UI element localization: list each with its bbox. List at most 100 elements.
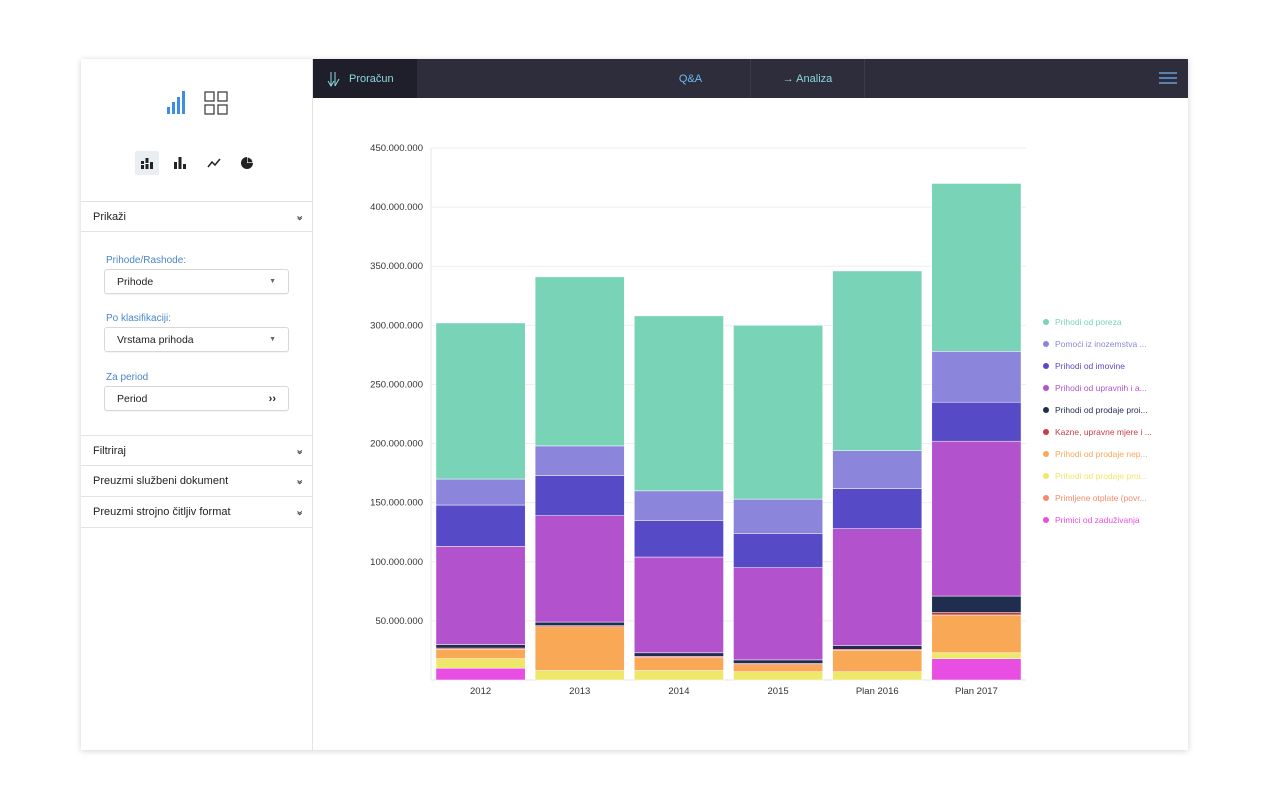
bar-segment bbox=[534, 670, 625, 681]
section-download-official[interactable]: Preuzmi službeni dokument ›› bbox=[81, 465, 313, 496]
hamburger-icon[interactable] bbox=[1158, 71, 1178, 85]
type-select-value: Prihode bbox=[117, 275, 154, 288]
class-label: Po klasifikaciji: bbox=[106, 313, 172, 324]
tab-analysis[interactable]: → Analiza bbox=[750, 59, 865, 98]
legend-marker bbox=[1043, 319, 1049, 325]
y-tick-label: 450.000.000 bbox=[370, 143, 423, 154]
pie-icon[interactable] bbox=[235, 151, 259, 175]
bar-segment bbox=[931, 614, 1022, 654]
class-select[interactable]: Vrstama prihoda ▼ bbox=[104, 327, 289, 352]
bar-segment bbox=[634, 556, 724, 654]
bar-segment bbox=[435, 649, 526, 659]
bar-segment bbox=[634, 657, 724, 671]
caret-down-icon: ▼ bbox=[269, 336, 276, 343]
section-download-machine[interactable]: Preuzmi strojno čitljiv format ›› bbox=[81, 496, 313, 528]
bar-segment bbox=[733, 533, 823, 568]
legend-label: Prihodi od imovine bbox=[1055, 361, 1125, 371]
bar-segment bbox=[832, 671, 923, 681]
legend-marker bbox=[1043, 363, 1049, 369]
bar-segment bbox=[534, 445, 625, 476]
bar-segment bbox=[534, 621, 625, 626]
bar-segment bbox=[733, 325, 823, 500]
view-switch bbox=[81, 89, 313, 115]
legend-label: Prihodi od prodaje proi... bbox=[1055, 471, 1148, 481]
app-window: Prikaži ›› Prihode/Rashode: Prihode ▼ Po … bbox=[81, 59, 1188, 750]
legend-marker bbox=[1043, 451, 1049, 457]
y-tick-label: 50.000.000 bbox=[375, 616, 423, 627]
bar-segment bbox=[634, 490, 724, 521]
x-tick-label: 2012 bbox=[470, 686, 491, 697]
chevron-down-icon: ›› bbox=[293, 479, 306, 483]
bar-segment bbox=[733, 664, 823, 672]
y-tick-label: 350.000.000 bbox=[370, 261, 423, 272]
bar-segment bbox=[931, 612, 1022, 616]
bar-segment bbox=[832, 450, 923, 489]
brand-link[interactable]: Proračun bbox=[313, 59, 417, 98]
grid-icon[interactable] bbox=[204, 91, 228, 115]
bar-segment bbox=[832, 528, 923, 646]
bar-segment bbox=[733, 659, 823, 664]
section-show-label: Prikaži bbox=[93, 211, 127, 223]
bar-segment bbox=[832, 270, 923, 451]
bar-segment bbox=[435, 478, 526, 506]
period-button-value: Period bbox=[117, 392, 148, 405]
chart-area: 50.000.000 100.000.000 150.000.000 200.000.… bbox=[313, 98, 1188, 750]
brand-label: Proračun bbox=[349, 72, 394, 85]
legend-marker bbox=[1043, 407, 1049, 413]
section-download-machine-label: Preuzmi strojno čitljiv format bbox=[93, 506, 231, 518]
legend-marker bbox=[1043, 341, 1049, 347]
bar-segment bbox=[931, 183, 1022, 352]
sidebar: Prikaži ›› Prihode/Rashode: Prihode ▼ Po … bbox=[81, 59, 313, 750]
bar-segment bbox=[931, 652, 1022, 659]
legend-label: Prihodi od prodaje nep... bbox=[1055, 449, 1148, 459]
bar-segment bbox=[634, 520, 724, 558]
chevron-down-icon: ›› bbox=[293, 510, 306, 514]
bar-segment bbox=[634, 670, 724, 681]
bar-segment bbox=[435, 658, 526, 669]
y-tick-label: 300.000.000 bbox=[370, 320, 423, 331]
legend-label: Prihodi od prodaje proi... bbox=[1055, 405, 1148, 415]
legend-label: Pomoći iz inozemstva ... bbox=[1055, 339, 1147, 349]
bar-segment bbox=[931, 401, 1022, 442]
bar-segment bbox=[634, 315, 724, 492]
bar-segment bbox=[435, 322, 526, 480]
x-tick-label: 2014 bbox=[668, 686, 689, 697]
section-filter[interactable]: Filtriraj ›› bbox=[81, 435, 313, 466]
bar-segment bbox=[435, 644, 526, 649]
y-tick-label: 400.000.000 bbox=[370, 202, 423, 213]
x-tick-label: Plan 2016 bbox=[856, 686, 899, 697]
bar-segment bbox=[832, 650, 923, 672]
bar-segment bbox=[733, 498, 823, 534]
tab-qa[interactable]: Q&A bbox=[678, 72, 703, 85]
type-select[interactable]: Prihode ▼ bbox=[104, 269, 289, 294]
period-label: Za period bbox=[106, 372, 149, 383]
legend-label: Prihodi od upravnih i a... bbox=[1055, 383, 1147, 393]
bar-segment bbox=[733, 671, 823, 681]
budget-logo-icon bbox=[327, 71, 340, 87]
bar-segment bbox=[931, 440, 1022, 597]
bar-segment bbox=[435, 504, 526, 547]
section-download-official-label: Preuzmi službeni dokument bbox=[93, 475, 229, 487]
double-chevron-right-icon: ›› bbox=[268, 392, 276, 405]
y-tick-label: 200.000.000 bbox=[370, 439, 423, 450]
legend-marker bbox=[1043, 429, 1049, 435]
line-icon[interactable] bbox=[202, 151, 226, 175]
section-show[interactable]: Prikaži ›› bbox=[81, 201, 313, 232]
caret-down-icon: ▼ bbox=[269, 278, 276, 285]
legend-label: Primljene otplate (povr... bbox=[1055, 493, 1147, 503]
bar-icon[interactable] bbox=[168, 151, 192, 175]
stacked-bar-icon[interactable] bbox=[135, 151, 159, 175]
period-button[interactable]: Period ›› bbox=[104, 386, 289, 411]
legend-label: Kazne, upravne mjere i ... bbox=[1055, 427, 1152, 437]
legend-marker bbox=[1043, 517, 1049, 523]
y-tick-label: 150.000.000 bbox=[370, 498, 423, 509]
x-tick-label: 2015 bbox=[768, 686, 789, 697]
bar-segment bbox=[435, 546, 526, 645]
bar-segment bbox=[534, 515, 625, 623]
legend-marker bbox=[1043, 473, 1049, 479]
chevron-down-icon: ›› bbox=[293, 215, 306, 219]
y-tick-label: 250.000.000 bbox=[370, 379, 423, 390]
bar-segment bbox=[534, 276, 625, 447]
bar-signal-icon[interactable] bbox=[166, 89, 188, 115]
chart-type-selector bbox=[81, 151, 313, 177]
